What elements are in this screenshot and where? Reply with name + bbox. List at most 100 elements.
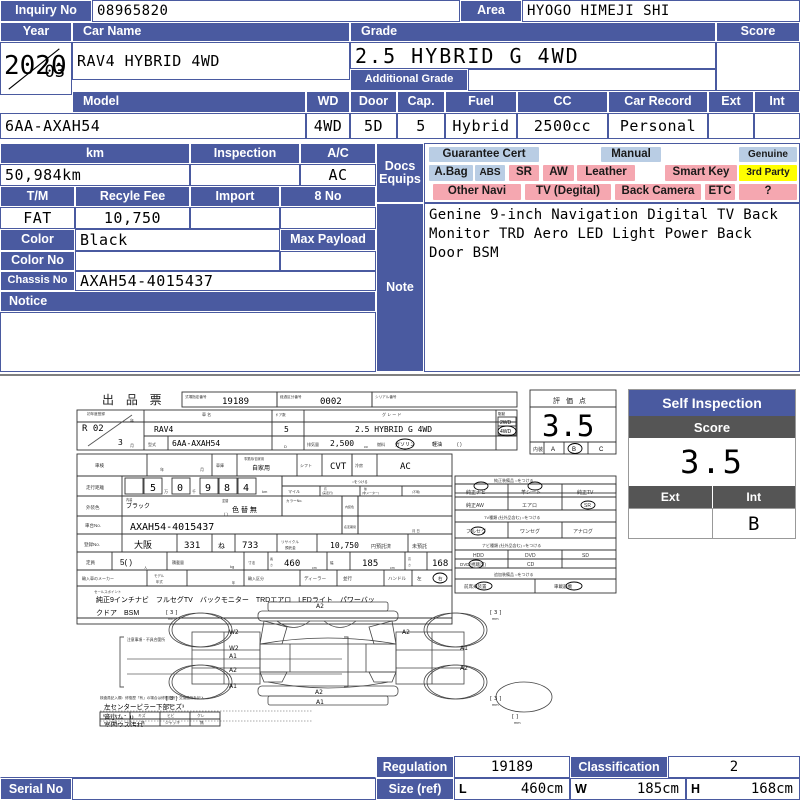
inquiry-no-label: Inquiry No: [0, 0, 92, 22]
width-value: 185cm: [590, 778, 686, 800]
footer-table: Regulation 19189 Classification 2 Serial…: [0, 756, 800, 800]
svg-text:AC: AC: [400, 462, 411, 472]
svg-text:168: 168: [432, 559, 448, 569]
door-label: Door: [350, 91, 397, 113]
notice-value: [0, 312, 376, 372]
color-no-value: [75, 251, 280, 271]
badge-unknown[interactable]: ?: [739, 184, 797, 200]
svg-text:年: 年: [130, 417, 134, 423]
svg-text:A2: A2: [316, 603, 324, 610]
svg-text:TV種類 (社外品含む) ○をつける: TV種類 (社外品含む) ○をつける: [484, 514, 540, 520]
badge-genuine[interactable]: Genuine: [739, 147, 797, 162]
eight-no-label: 8 No: [280, 186, 376, 207]
badge-airbag[interactable]: A.Bag: [429, 165, 473, 181]
svg-text:名変期間: 名変期間: [344, 524, 356, 529]
svg-text:駆動: 駆動: [498, 411, 506, 416]
svg-text:走行距離: 走行距離: [86, 484, 104, 491]
docs-label: Docs: [384, 158, 416, 173]
svg-text:DVD: DVD: [525, 553, 536, 559]
docs-equips-badges: Guarantee Cert Manual Genuine A.Bag ABS …: [424, 143, 800, 203]
svg-text:型式: 型式: [148, 441, 156, 447]
svg-text:積載量: 積載量: [172, 559, 184, 565]
color-value: Black: [75, 229, 280, 251]
fuel-value: Hybrid: [445, 113, 517, 139]
height-value: 168cm: [706, 778, 800, 800]
import-label: Import: [190, 186, 280, 207]
additional-grade-label: Additional Grade: [350, 69, 468, 91]
svg-text:工具: 工具: [110, 720, 118, 725]
badge-abs[interactable]: ABS: [475, 165, 505, 181]
badge-alloy-wheels[interactable]: AW: [543, 165, 574, 181]
car-name-value: RAV4 HYBRID 4WD: [72, 42, 350, 80]
svg-text:ディーラー: ディーラー: [304, 575, 327, 582]
badge-manual[interactable]: Manual: [601, 147, 661, 162]
car-record-value: Personal: [608, 113, 708, 139]
svg-text:軽油: 軽油: [432, 441, 442, 448]
color-no-label: Color No: [0, 251, 75, 271]
svg-text:HDD: HDD: [473, 553, 484, 559]
badge-sunroof[interactable]: SR: [509, 165, 539, 181]
svg-text:19189: 19189: [222, 397, 249, 407]
badge-leather[interactable]: Leather: [577, 165, 635, 181]
tm-value: FAT: [0, 207, 75, 229]
svg-text:8: 8: [224, 483, 230, 494]
car-name-label: Car Name: [72, 22, 350, 42]
footer-blank-cell: [0, 756, 376, 778]
svg-text:mm: mm: [168, 703, 175, 707]
svg-text:C: C: [599, 447, 604, 453]
vehicle-info-table: Inquiry No 08965820 Area HYOGO HIMEJI SH…: [0, 0, 800, 375]
badge-3rd-party[interactable]: 3rd Party: [739, 165, 797, 181]
svg-text:4: 4: [243, 483, 249, 494]
badge-smart-key[interactable]: Smart Key: [665, 165, 737, 181]
fuel-label: Fuel: [445, 91, 517, 113]
svg-text:cc: cc: [364, 444, 368, 449]
length-label: L: [454, 778, 474, 800]
svg-text:純正装備品 ○をつける: 純正装備品 ○をつける: [494, 477, 534, 483]
inquiry-no-value: 08965820: [92, 0, 460, 22]
svg-text:DVD(視聴可): DVD(視聴可): [460, 561, 486, 568]
svg-text:331: 331: [184, 541, 200, 551]
int-value: [754, 113, 800, 139]
svg-text:0002: 0002: [320, 397, 342, 407]
svg-text:R 02: R 02: [82, 424, 104, 434]
svg-text:AXAH54-4015437: AXAH54-4015437: [130, 522, 214, 533]
svg-text:アナログ: アナログ: [573, 528, 593, 535]
badge-guarantee-cert[interactable]: Guarantee Cert: [429, 147, 539, 162]
svg-text:[ 3 ]: [ 3 ]: [490, 610, 501, 616]
svg-text:無: 無: [364, 487, 367, 491]
svg-text:A2: A2: [402, 629, 410, 636]
svg-text:2.5 HYBRID G 4WD: 2.5 HYBRID G 4WD: [355, 425, 432, 434]
self-inspection-title: Self Inspection: [629, 390, 795, 416]
badge-other-navi[interactable]: Other Navi: [433, 184, 521, 200]
svg-text:登録No.: 登録No.: [84, 541, 100, 547]
svg-text:ワンセグ: ワンセグ: [520, 528, 540, 535]
svg-text:シリアル番号: シリアル番号: [375, 394, 397, 399]
self-inspection-ext-value: [629, 508, 713, 538]
inspection-value: [190, 164, 300, 186]
km-label: km: [0, 143, 190, 164]
self-inspection-int-value: B: [712, 508, 795, 538]
svg-text:左センターピラー下部ヒズ³: 左センターピラー下部ヒズ³: [104, 702, 185, 711]
svg-text:A1: A1: [229, 683, 237, 690]
color-label: Color: [0, 229, 75, 251]
svg-text:車台No.: 車台No.: [85, 522, 101, 529]
original-auction-sheet-image: 出 品 票 式場指定番号 19189 経過区分番号 0002 シリアル番号 評 …: [72, 382, 620, 727]
svg-text:kg: kg: [230, 564, 234, 569]
svg-text:フルセグ: フルセグ: [466, 528, 486, 535]
svg-text:有: 有: [324, 487, 327, 491]
self-inspection-int-label: Int: [712, 486, 795, 508]
svg-text:0: 0: [177, 483, 183, 494]
badge-etc[interactable]: ETC: [705, 184, 735, 200]
badge-tv-digital[interactable]: TV (Degital): [525, 184, 611, 200]
badge-back-camera[interactable]: Back Camera: [615, 184, 701, 200]
length-value: 460cm: [474, 778, 570, 800]
self-inspection-score-value: 3.5: [629, 438, 795, 486]
svg-text:室内ウス汚れ: 室内ウス汚れ: [104, 720, 144, 727]
svg-text:ジャッキ: ジャッキ: [165, 720, 180, 725]
size-ref-label: Size (ref): [376, 778, 454, 800]
svg-text:内装: 内装: [126, 497, 133, 502]
svg-text:3.5: 3.5: [542, 409, 594, 443]
svg-text:5: 5: [284, 425, 289, 434]
cc-value: 2500cc: [517, 113, 608, 139]
svg-text:リサイクル: リサイクル: [281, 539, 299, 544]
